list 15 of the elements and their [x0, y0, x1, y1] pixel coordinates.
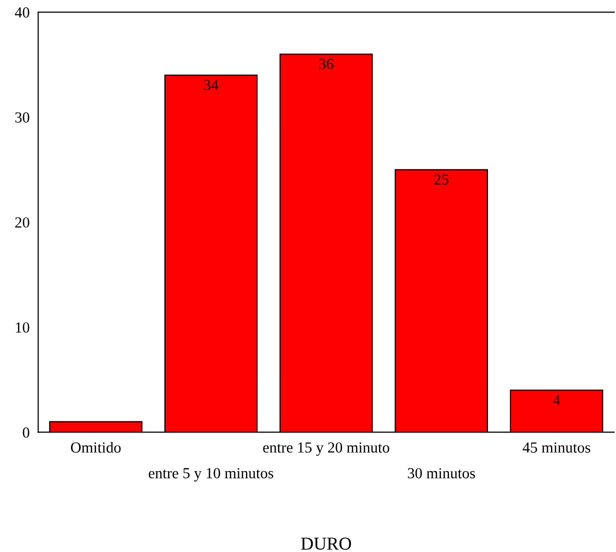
data-label: 36	[319, 58, 334, 70]
data-label: 34	[204, 80, 218, 90]
data-label: 4	[553, 394, 560, 406]
x-tick-label: entre 15 y 20 minuto	[263, 442, 390, 456]
x-axis-title: DURO	[301, 538, 352, 550]
y-tick-label: 30	[15, 112, 30, 123]
x-tick-label: 45 minutos	[522, 442, 590, 453]
y-tick-label: 0	[22, 427, 30, 438]
y-tick-label: 40	[14, 7, 30, 18]
x-tick-label: 30 minutos	[408, 468, 475, 478]
x-tick-label: entre 5 y 10 minutos	[148, 468, 274, 482]
x-tick-label: Omitido	[70, 442, 121, 453]
y-tick-label: 20	[15, 217, 30, 228]
data-label: 25	[434, 174, 448, 185]
y-tick-label: 10	[16, 322, 30, 333]
